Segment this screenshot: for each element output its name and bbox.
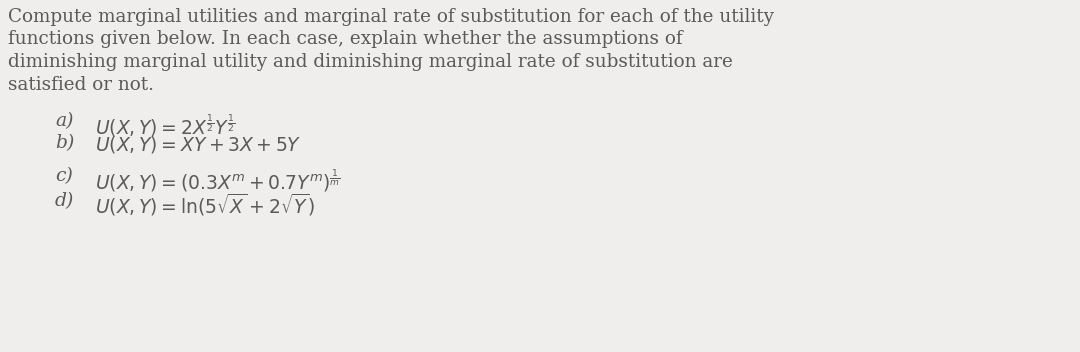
Text: a): a) — [55, 112, 73, 130]
Text: d): d) — [55, 192, 75, 210]
Text: functions given below. In each case, explain whether the assumptions of: functions given below. In each case, exp… — [8, 31, 683, 49]
Text: Compute marginal utilities and marginal rate of substitution for each of the uti: Compute marginal utilities and marginal … — [8, 8, 774, 26]
Text: b): b) — [55, 134, 75, 152]
Text: $U(X,Y) = (0.3X^{m} + 0.7Y^{m})^{\frac{1}{m}}$: $U(X,Y) = (0.3X^{m} + 0.7Y^{m})^{\frac{1… — [95, 167, 341, 194]
Text: $U(X,Y) = 2X^{\frac{1}{2}}Y^{\frac{1}{2}}$: $U(X,Y) = 2X^{\frac{1}{2}}Y^{\frac{1}{2}… — [95, 112, 235, 138]
Text: satisfied or not.: satisfied or not. — [8, 75, 154, 94]
Text: $U(X,Y) = XY + 3X + 5Y$: $U(X,Y) = XY + 3X + 5Y$ — [95, 134, 301, 155]
Text: $U(X,Y) = \ln(5\sqrt{X} + 2\sqrt{Y})$: $U(X,Y) = \ln(5\sqrt{X} + 2\sqrt{Y})$ — [95, 192, 315, 218]
Text: c): c) — [55, 167, 72, 185]
Text: diminishing marginal utility and diminishing marginal rate of substitution are: diminishing marginal utility and diminis… — [8, 53, 733, 71]
